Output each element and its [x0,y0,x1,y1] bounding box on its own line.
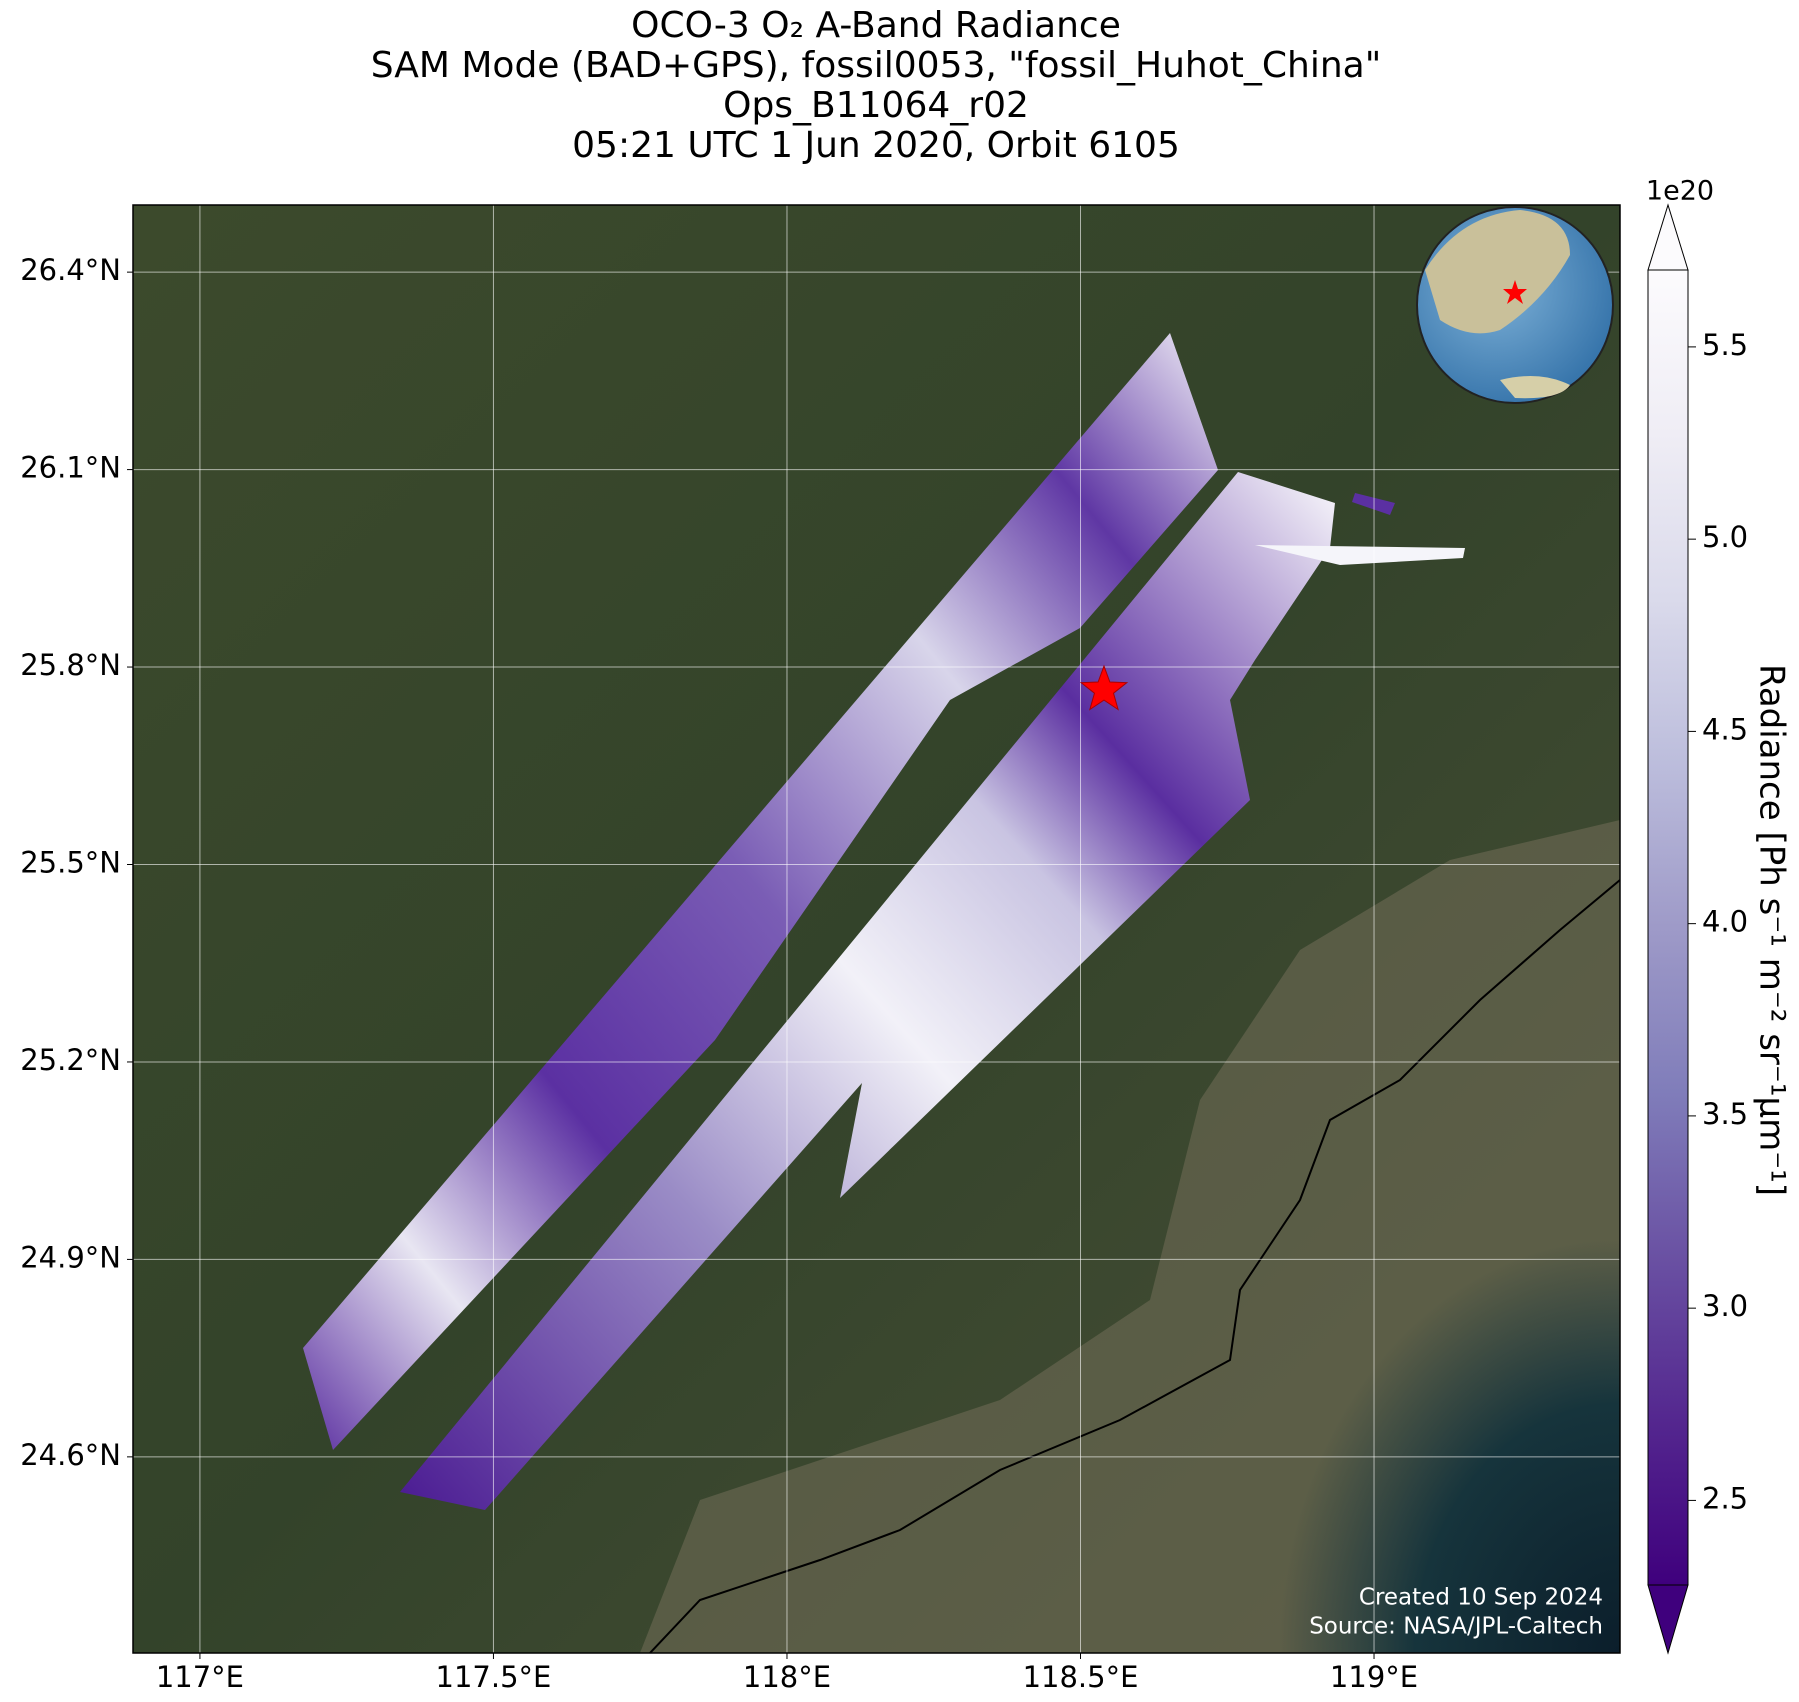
colorbar-offset: 1e20 [1646,176,1714,207]
colorbar-tick-label: 3.5 [1702,1097,1748,1131]
title: 05:21 UTC 1 Jun 2020, Orbit 6105 [572,125,1180,166]
colorbar-tick-label: 4.5 [1702,712,1748,746]
x-tick-label: 118°E [743,1660,831,1694]
y-tick-label: 25.2°N [20,1043,121,1077]
colorbar-tick-label: 3.0 [1702,1289,1748,1323]
target-marker [1079,664,1129,711]
colorbar [1647,269,1689,1586]
swath [1255,545,1465,565]
y-tick-label: 24.9°N [20,1240,121,1274]
colorbar-extend [1647,1584,1689,1655]
swath [303,333,1218,1450]
x-tick-label: 117.5°E [436,1660,552,1694]
y-tick-label: 26.4°N [20,253,121,287]
inset-star [1503,280,1527,304]
title: Ops_B11064_r02 [723,85,1029,126]
swath [1352,493,1395,515]
credit: Created 10 Sep 2024 [1359,1585,1603,1611]
colorbar-tick-label: 5.5 [1702,328,1748,362]
x-tick-label: 117°E [156,1660,244,1694]
swath [400,472,1335,1510]
colorbar-extend [1647,203,1689,271]
inset-globe [1416,206,1614,404]
map-area: Created 10 Sep 2024 Source: NASA/JPL-Cal… [132,204,1621,1654]
y-tick-label: 24.6°N [20,1438,121,1472]
credit: Source: NASA/JPL-Caltech [1309,1614,1603,1640]
x-tick-label: 119°E [1330,1660,1418,1694]
x-tick-label: 118.5°E [1023,1660,1139,1694]
land-inset [1425,210,1570,334]
coastline [649,879,1621,1654]
y-tick-label: 26.1°N [20,451,121,485]
y-tick-label: 25.5°N [20,845,121,879]
colorbar-label: Radiance [Ph s⁻¹ m⁻² sr⁻¹μm⁻¹] [1752,664,1792,1196]
map-frame [132,204,1621,1654]
colorbar-tick-label: 4.0 [1702,905,1748,939]
title: OCO-3 O₂ A-Band Radiance [631,5,1121,46]
colorbar-tick-label: 5.0 [1702,520,1748,554]
title: SAM Mode (BAD+GPS), fossil0053, "fossil_… [371,45,1382,86]
y-tick-label: 25.8°N [20,648,121,682]
colorbar-tick-label: 2.5 [1702,1481,1748,1515]
land-inset [1500,376,1570,399]
sea [1000,900,1620,1653]
